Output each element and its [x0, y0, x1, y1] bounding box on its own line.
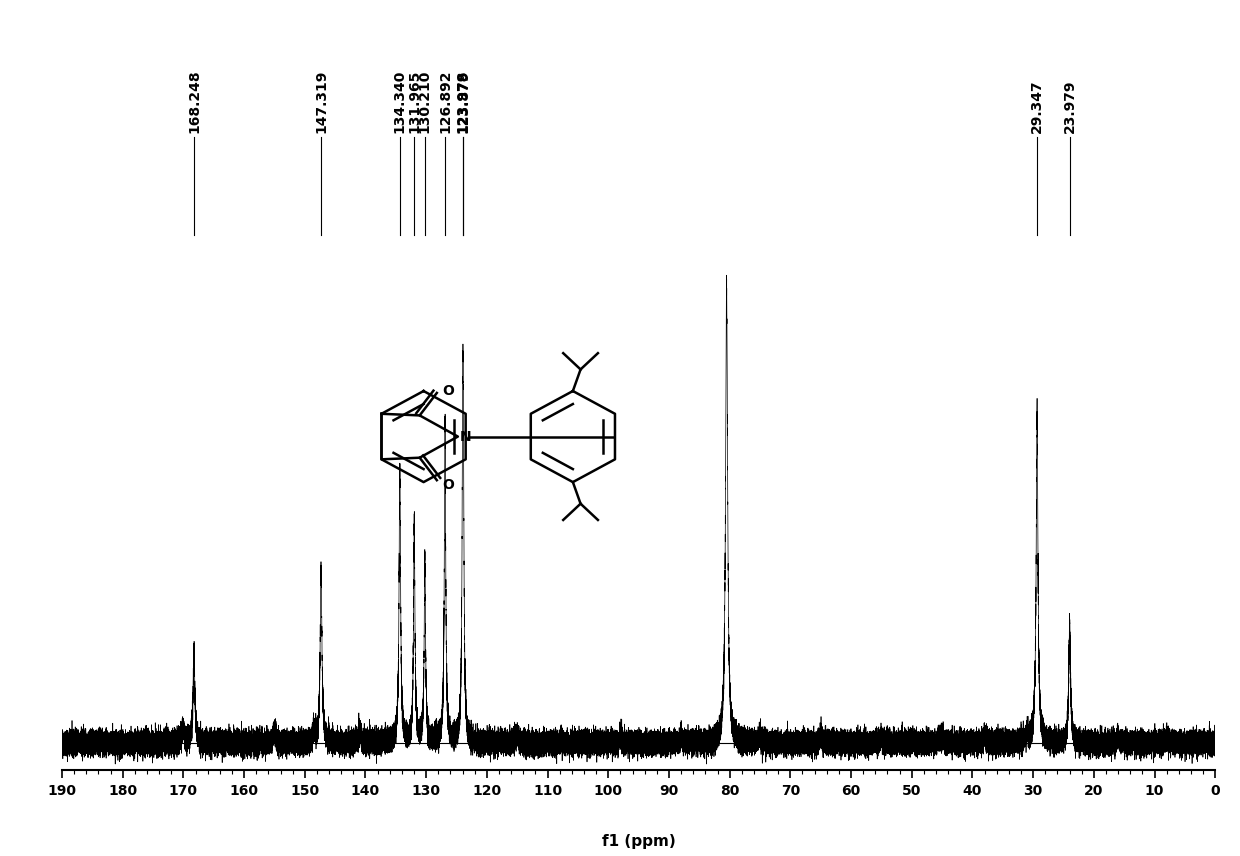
Text: 130.210: 130.210	[418, 69, 432, 133]
Text: f1 (ppm): f1 (ppm)	[601, 834, 676, 849]
Text: O: O	[441, 384, 454, 398]
Text: O: O	[441, 479, 454, 492]
Text: 23.979: 23.979	[1063, 80, 1076, 133]
Text: 134.340: 134.340	[393, 69, 407, 133]
Text: N: N	[460, 430, 471, 443]
Text: 123.978: 123.978	[456, 69, 470, 133]
Text: 126.892: 126.892	[438, 69, 453, 133]
Text: 123.879: 123.879	[456, 69, 470, 133]
Text: 131.965: 131.965	[407, 69, 422, 133]
Text: 29.347: 29.347	[1030, 79, 1044, 133]
Text: 168.248: 168.248	[187, 69, 201, 133]
Text: 147.319: 147.319	[314, 69, 329, 133]
